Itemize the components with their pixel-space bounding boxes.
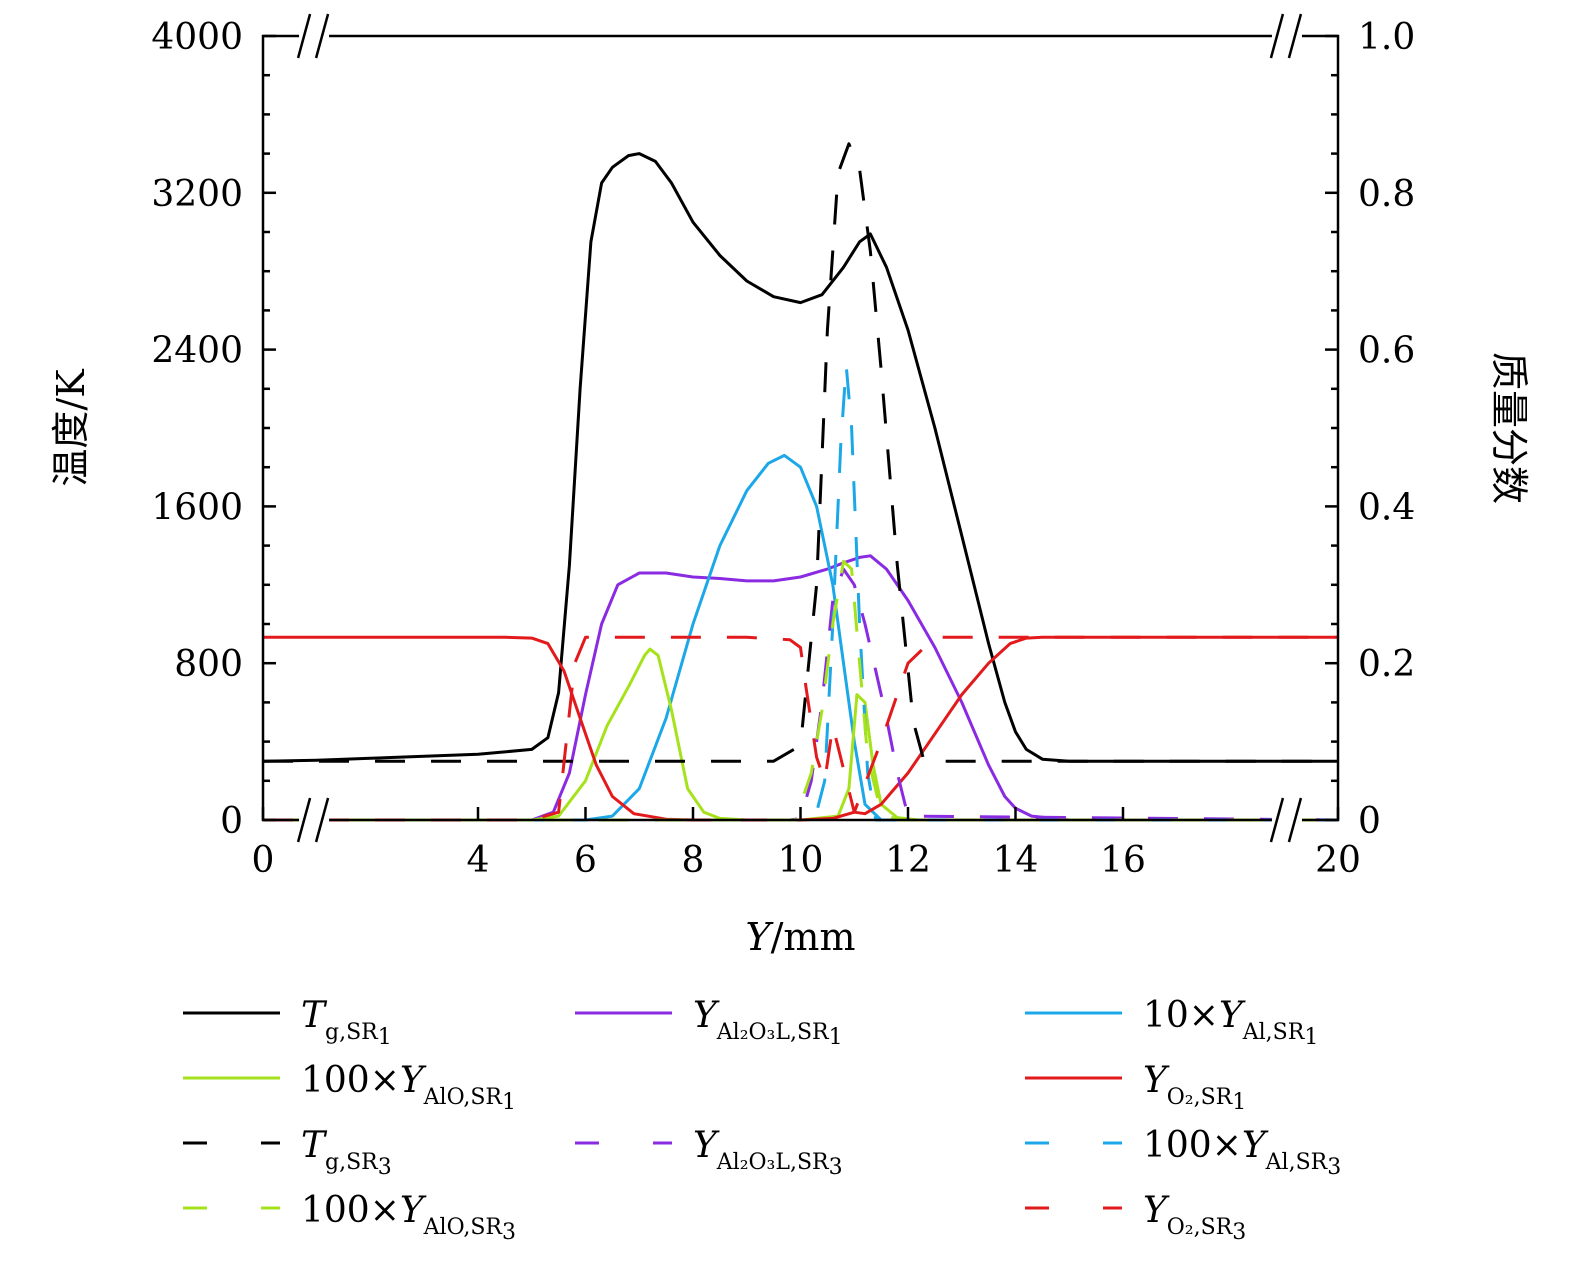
x-tick-label: 8 [682,840,705,881]
x-axis-title: Y/mm [746,915,856,959]
x-tick-label: 12 [885,840,931,881]
legend-entry: 100×YAl,SR3 [1025,1125,1341,1180]
y-left-tick-label: 0 [220,801,243,842]
x-tick-label: 14 [993,840,1039,881]
legend-entry: YO₂,SR1 [1025,1060,1246,1115]
y-left-tick-label: 2400 [151,331,243,372]
x-tick-label: 0 [252,840,275,881]
legend-entry: Tg,SR1 [183,995,392,1050]
series-line-8 [263,363,1338,822]
y-right-tick-label: 0 [1358,801,1381,842]
legend-label: YAl₂O₃L,SR3 [693,1125,843,1180]
series-line-9 [263,559,1338,822]
legend-label: Tg,SR1 [301,995,392,1050]
x-tick-label: 10 [778,840,824,881]
series-layer [263,142,1338,822]
legend: Tg,SR1 YAl₂O₃L,SR1 10×YAl,SR1 100×YAlO,SR1 Y… [183,995,1341,1245]
legend-entry: Tg,SR3 [183,1125,392,1180]
axis-break-mark [1269,13,1303,59]
legend-label: 100×YAl,SR3 [1143,1125,1341,1180]
legend-label: YO₂,SR3 [1143,1190,1246,1245]
y-left-tick-label: 1600 [151,487,243,528]
legend-entry: YAl₂O₃L,SR1 [575,995,843,1050]
series-line-4 [263,647,1338,822]
series-line-1 [263,152,1338,763]
axis-break-mark [296,797,330,843]
series-line-5 [263,635,1338,822]
x-tick-label: 4 [467,840,490,881]
series-line-7 [263,567,1338,822]
legend-entry: YO₂,SR3 [1025,1190,1246,1245]
y-right-tick-label: 0.4 [1358,487,1415,528]
legend-entry: YAl₂O₃L,SR3 [575,1125,843,1180]
x-tick-label: 20 [1315,840,1361,881]
y-right-axis-title: 质量分数 [1487,352,1531,504]
plot-border [261,34,1340,822]
y-left-tick-label: 4000 [151,17,243,58]
legend-label: YAl₂O₃L,SR1 [693,995,843,1050]
y-right-tick-label: 0.8 [1358,174,1415,215]
x-tick-label: 16 [1100,840,1146,881]
legend-label: 10×YAl,SR1 [1143,995,1318,1050]
legend-entry: 100×YAlO,SR3 [183,1190,516,1245]
legend-entry: 100×YAlO,SR1 [183,1060,516,1115]
legend-label: 100×YAlO,SR1 [301,1060,516,1115]
y-left-tick-label: 800 [174,644,243,685]
legend-entry: 10×YAl,SR1 [1025,995,1318,1050]
y-right-tick-label: 0.2 [1358,644,1415,685]
y-right-tick-label: 0.6 [1358,331,1415,372]
series-line-2 [263,554,1338,822]
series-line-3 [263,453,1338,822]
plot-frame [261,13,1340,843]
axis-break-mark [296,13,330,59]
axis-break-mark [1269,797,1303,843]
x-tick-label: 6 [574,840,597,881]
y-left-axis-title: 温度/K [49,369,93,487]
legend-label: 100×YAlO,SR3 [301,1190,516,1245]
axes: 0 4 6 8 10 12 14 16 200800160024003200400000.20.… [49,17,1531,959]
series-line-6 [263,142,1338,763]
y-left-tick-label: 3200 [151,174,243,215]
legend-label: Tg,SR3 [301,1125,392,1180]
series-line-10 [263,635,1338,822]
y-right-tick-label: 1.0 [1358,17,1415,58]
legend-label: YO₂,SR1 [1143,1060,1246,1115]
